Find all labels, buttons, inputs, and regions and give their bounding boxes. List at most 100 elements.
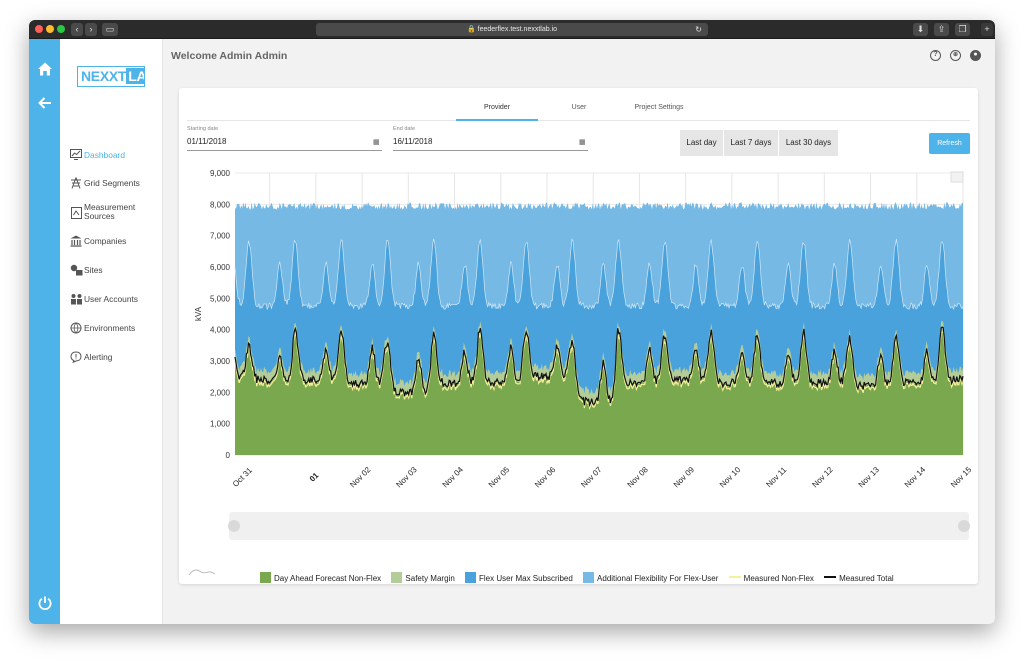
y-tick-label: 9,000 bbox=[210, 169, 231, 178]
new-tab-button[interactable]: + bbox=[981, 23, 993, 36]
navigator-right-handle[interactable] bbox=[958, 520, 970, 532]
sidebar-item-label: Environments bbox=[84, 323, 136, 333]
account-icon[interactable]: ● bbox=[970, 50, 981, 61]
reload-icon[interactable]: ↻ bbox=[695, 25, 702, 34]
x-tick-label: Nov 10 bbox=[718, 465, 743, 490]
legend-item[interactable]: Flex User Max Subscribed bbox=[465, 572, 573, 583]
y-tick-label: 4,000 bbox=[210, 326, 231, 335]
calendar-icon[interactable]: ▦ bbox=[373, 139, 380, 146]
x-tick-label: Nov 11 bbox=[764, 465, 788, 489]
legend-line bbox=[824, 576, 837, 578]
x-tick-label: Nov 03 bbox=[394, 465, 419, 490]
start-date-label: Starting date bbox=[187, 126, 219, 132]
share-button[interactable]: ⇪ bbox=[934, 23, 949, 36]
y-tick-label: 7,000 bbox=[210, 232, 231, 241]
minimize-window-button[interactable] bbox=[46, 25, 54, 33]
legend-item[interactable]: Additional Flexibility For Flex-User bbox=[583, 572, 719, 583]
y-tick-label: 2,000 bbox=[210, 388, 231, 397]
legend-label: Flex User Max Subscribed bbox=[479, 574, 573, 583]
building-icon bbox=[70, 235, 82, 247]
last-7-days-button[interactable]: Last 7 days bbox=[724, 130, 778, 156]
x-tick-label: Nov 07 bbox=[579, 465, 604, 490]
refresh-button[interactable]: Refresh bbox=[929, 133, 970, 154]
tab-provider[interactable]: Provider bbox=[483, 104, 511, 111]
x-tick-label: Nov 05 bbox=[487, 465, 512, 490]
last-30-days-button[interactable]: Last 30 days bbox=[779, 130, 838, 156]
globe-icon bbox=[70, 322, 82, 334]
legend-label: Measured Non-Flex bbox=[743, 574, 814, 583]
y-tick-label: 8,000 bbox=[210, 200, 231, 209]
x-tick-label: Oct 31 bbox=[231, 465, 254, 488]
sidebar-item-label: Measurement Sources bbox=[84, 202, 136, 221]
chart-icon bbox=[70, 149, 82, 161]
active-tab-indicator bbox=[456, 119, 538, 121]
pylon-icon bbox=[70, 177, 82, 189]
zoom-window-button[interactable] bbox=[57, 25, 65, 33]
start-date-input[interactable]: 01/11/2018 bbox=[187, 137, 227, 146]
x-tick-label: Nov 15 bbox=[949, 465, 974, 490]
y-axis-label: kVA bbox=[194, 306, 203, 321]
calendar-icon[interactable]: ▦ bbox=[579, 139, 586, 146]
tab-user[interactable]: User bbox=[571, 104, 587, 111]
address-bar[interactable]: 🔒 feederflex.test.nexxtlab.io ↻ bbox=[316, 23, 708, 36]
x-tick-label: Nov 13 bbox=[857, 465, 882, 490]
navigator-track[interactable] bbox=[229, 512, 969, 540]
help-icon[interactable]: ? bbox=[930, 50, 941, 61]
sidebar-toggle-button[interactable]: ▭ bbox=[102, 23, 118, 36]
legend-swatch bbox=[465, 572, 476, 583]
last-day-button[interactable]: Last day bbox=[680, 130, 723, 156]
y-tick-label: 3,000 bbox=[210, 357, 231, 366]
end-date-label: End date bbox=[393, 126, 416, 132]
download-button[interactable]: ⬇ bbox=[913, 23, 928, 36]
app-rail bbox=[29, 39, 60, 624]
legend-item[interactable]: Day Ahead Forecast Non-Flex bbox=[260, 572, 382, 583]
tabs-button[interactable]: ❐ bbox=[955, 23, 970, 36]
alert-icon bbox=[70, 351, 82, 364]
x-tick-label: Nov 06 bbox=[533, 465, 558, 490]
forward-button[interactable]: › bbox=[85, 23, 97, 36]
legend-item[interactable]: Measured Non-Flex bbox=[728, 574, 814, 583]
users-icon bbox=[70, 293, 82, 305]
language-globe-icon[interactable]: ⊕ bbox=[950, 50, 961, 61]
sidebar-item-label: Sites bbox=[84, 265, 103, 275]
legend-item[interactable]: Measured Total bbox=[824, 574, 894, 583]
power-icon[interactable] bbox=[29, 595, 60, 616]
y-tick-label: 0 bbox=[226, 451, 231, 460]
tab-project-settings[interactable]: Project Settings bbox=[634, 104, 684, 111]
sidebar-item-label: Dashboard bbox=[84, 150, 125, 160]
x-tick-label: Nov 12 bbox=[810, 465, 835, 490]
page-title: Welcome Admin Admin bbox=[171, 50, 288, 62]
x-tick-label: 01 bbox=[308, 471, 321, 484]
x-tick-label: Nov 08 bbox=[626, 465, 651, 490]
sidebar-item-label: Companies bbox=[84, 236, 127, 246]
load-chart: 0 1,000 2,000 3,000 4,000 5,000 6,000 7,000 8,00… bbox=[188, 169, 974, 576]
chart-menu-button[interactable] bbox=[950, 171, 964, 183]
chart-legend: Day Ahead Forecast Non-Flex Safety Margi… bbox=[260, 572, 894, 583]
legend-item[interactable]: Safety Margin bbox=[391, 572, 455, 583]
home-icon[interactable] bbox=[29, 61, 60, 82]
back-button[interactable]: ‹ bbox=[71, 23, 83, 36]
y-tick-label: 5,000 bbox=[210, 294, 231, 303]
legend-swatch bbox=[260, 572, 271, 583]
y-tick-label: 6,000 bbox=[210, 263, 231, 272]
sidebar: NEXXTLAB Dashboard Grid Segments Measure… bbox=[60, 39, 163, 624]
sidebar-item-label: Alerting bbox=[84, 352, 113, 362]
sites-icon bbox=[70, 264, 83, 276]
navigator-left-handle[interactable] bbox=[228, 520, 240, 532]
back-arrow-icon[interactable] bbox=[29, 95, 60, 116]
x-tick-label: Nov 02 bbox=[348, 465, 373, 490]
start-date-underline bbox=[187, 150, 382, 151]
x-tick-label: Nov 14 bbox=[903, 465, 928, 490]
nexxtlab-logo: NEXXTLAB bbox=[77, 66, 145, 87]
legend-label: Day Ahead Forecast Non-Flex bbox=[274, 574, 382, 583]
x-tick-label: Nov 04 bbox=[441, 465, 466, 490]
x-tick-label: Nov 09 bbox=[672, 465, 697, 490]
series-flex-user-max-edge bbox=[234, 238, 964, 311]
y-tick-label: 1,000 bbox=[210, 420, 231, 429]
legend-label: Measured Total bbox=[839, 574, 894, 583]
end-date-underline bbox=[393, 150, 588, 151]
end-date-input[interactable]: 16/11/2018 bbox=[393, 137, 433, 146]
close-window-button[interactable] bbox=[35, 25, 43, 33]
legend-label: Additional Flexibility For Flex-User bbox=[597, 574, 719, 583]
browser-window: ‹ › ▭ 🔒 feederflex.test.nexxtlab.io ↻ ⬇ ⇪… bbox=[29, 20, 995, 624]
